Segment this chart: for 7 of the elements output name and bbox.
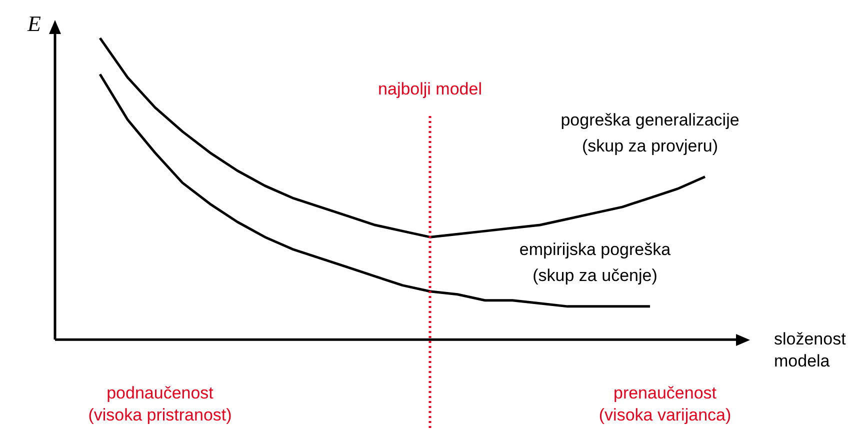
- series-label: empirijska pogreška (skup za učenje): [519, 240, 672, 286]
- x-axis-title: složenost modela: [774, 329, 846, 370]
- text: podnaučenost (visoka pristranost): [88, 384, 232, 425]
- text: prenaučenost (visoka varijanca): [598, 384, 732, 425]
- y-axis-title: E: [26, 10, 42, 36]
- text: pogreška generalizacije (skup za provjeru): [560, 110, 740, 156]
- text: najbolji model: [378, 80, 482, 99]
